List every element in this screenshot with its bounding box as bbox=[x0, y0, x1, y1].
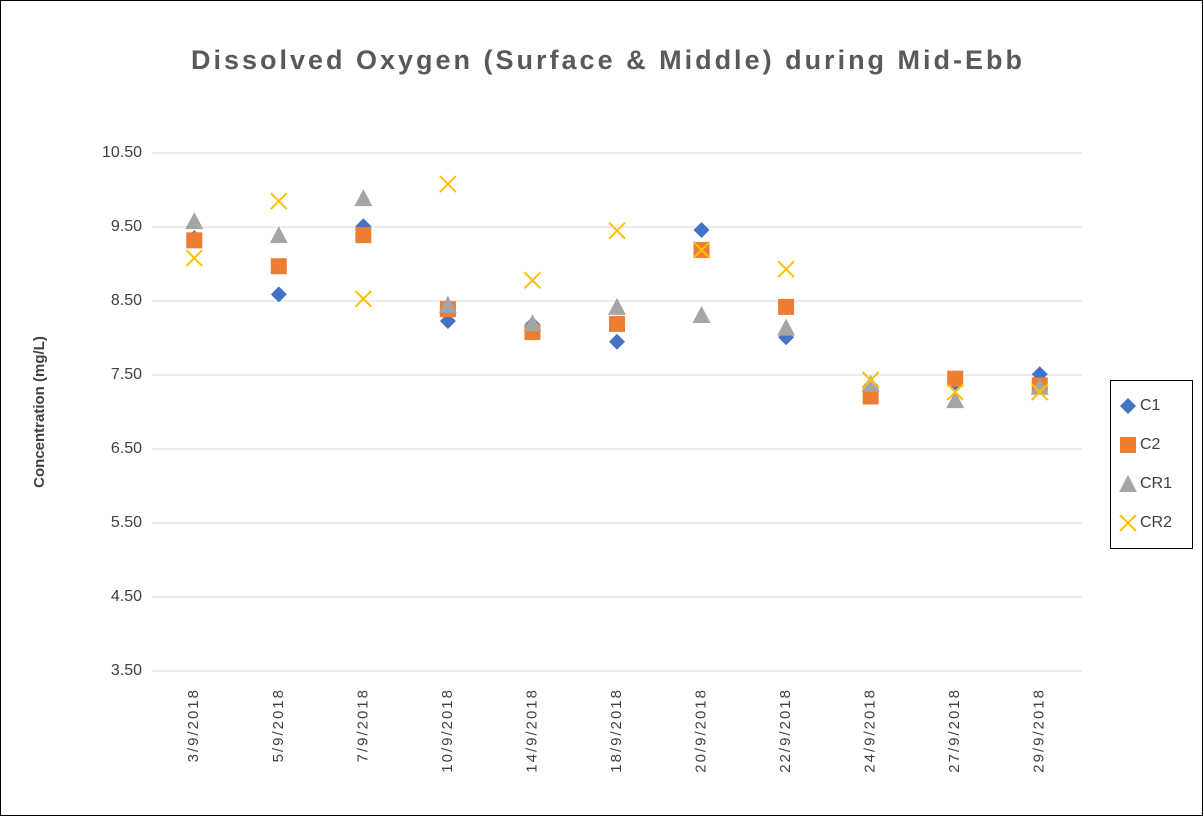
data-point bbox=[861, 374, 880, 392]
x-tick-label: 10/9/2018 bbox=[439, 688, 456, 773]
data-point bbox=[1031, 383, 1049, 401]
legend-marker bbox=[1119, 514, 1137, 532]
data-point bbox=[609, 333, 625, 350]
x-tick-label: 20/9/2018 bbox=[693, 688, 710, 773]
data-point bbox=[185, 212, 204, 230]
y-tick-label: 4.50 bbox=[111, 588, 142, 605]
data-point bbox=[186, 232, 203, 249]
data-point bbox=[438, 295, 457, 313]
y-tick-label: 9.50 bbox=[111, 218, 142, 235]
legend-label: C1 bbox=[1140, 397, 1161, 414]
data-point bbox=[355, 227, 372, 244]
data-point bbox=[608, 221, 626, 240]
legend-label: C2 bbox=[1140, 436, 1161, 453]
legend-marker bbox=[1120, 398, 1136, 414]
data-point bbox=[439, 175, 457, 193]
x-tick-label: 18/9/2018 bbox=[608, 688, 625, 773]
y-tick-label: 8.50 bbox=[111, 292, 142, 309]
data-point bbox=[861, 371, 880, 389]
legend-label: CR2 bbox=[1140, 514, 1172, 531]
y-tick-label: 6.50 bbox=[111, 440, 142, 457]
data-point bbox=[946, 391, 965, 409]
data-point bbox=[1030, 377, 1049, 395]
data-point bbox=[947, 370, 964, 387]
data-point bbox=[354, 290, 373, 308]
data-point bbox=[270, 286, 287, 303]
data-point bbox=[269, 226, 288, 244]
data-point bbox=[523, 314, 542, 332]
data-point bbox=[692, 306, 711, 324]
y-axis-label: Concentration (mg/L) bbox=[31, 336, 48, 488]
data-point bbox=[354, 189, 373, 207]
x-tick-label: 22/9/2018 bbox=[777, 688, 794, 773]
data-point bbox=[523, 271, 542, 289]
x-tick-label: 3/9/2018 bbox=[185, 688, 202, 762]
data-point bbox=[693, 221, 710, 238]
data-point bbox=[609, 315, 625, 332]
data-point bbox=[777, 318, 796, 336]
data-point bbox=[778, 298, 795, 315]
data-point bbox=[862, 388, 879, 405]
data-point bbox=[270, 258, 287, 275]
data-point bbox=[608, 297, 626, 315]
data-point bbox=[185, 249, 203, 267]
chart-title: Dissolved Oxygen (Surface & Middle) duri… bbox=[190, 45, 1026, 75]
data-point bbox=[946, 383, 964, 401]
legend-marker bbox=[1120, 437, 1136, 453]
y-tick-label: 3.50 bbox=[111, 662, 142, 679]
data-point bbox=[692, 241, 711, 259]
x-tick-label: 5/9/2018 bbox=[270, 688, 287, 762]
x-tick-label: 14/9/2018 bbox=[523, 688, 540, 773]
y-tick-label: 10.50 bbox=[102, 144, 142, 161]
data-point bbox=[270, 192, 288, 210]
legend-marker bbox=[1119, 475, 1137, 492]
data-point bbox=[777, 260, 795, 278]
x-tick-label: 24/9/2018 bbox=[862, 688, 879, 773]
y-tick-label: 7.50 bbox=[111, 366, 142, 383]
x-tick-label: 29/9/2018 bbox=[1031, 688, 1048, 773]
x-tick-label: 27/9/2018 bbox=[946, 688, 963, 773]
x-tick-label: 7/9/2018 bbox=[354, 688, 371, 762]
y-tick-label: 5.50 bbox=[111, 514, 142, 531]
legend-label: CR1 bbox=[1140, 475, 1172, 492]
